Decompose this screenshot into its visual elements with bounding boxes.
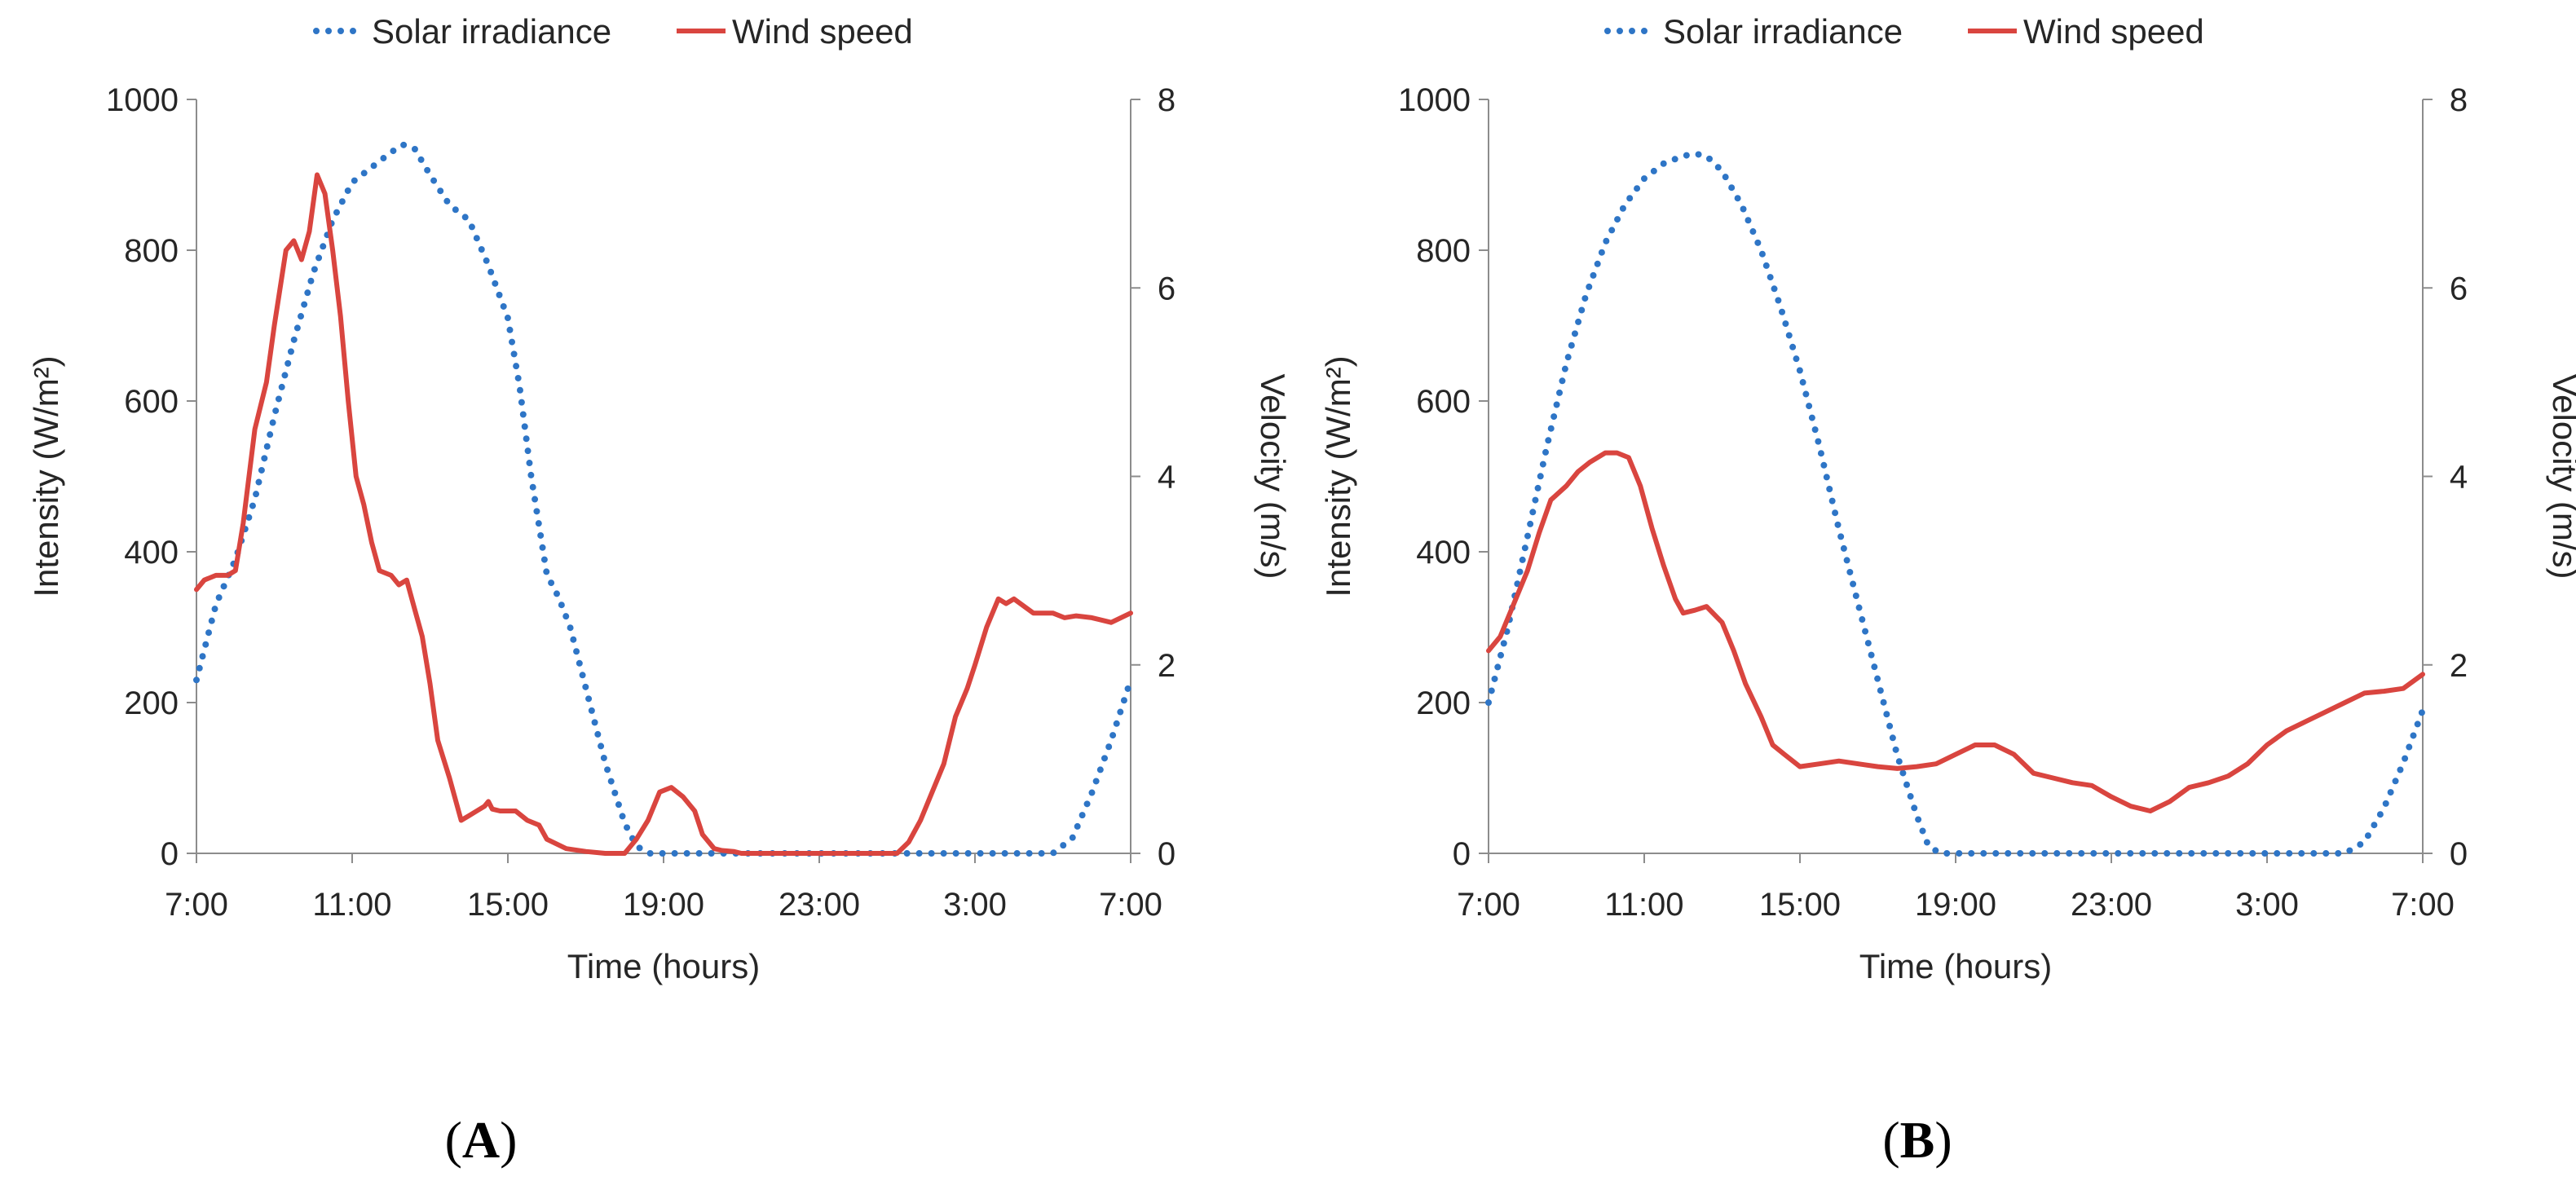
solar-irradiance-line [1485, 150, 2426, 857]
solar-irradiance-line [193, 141, 1134, 857]
panel-label-letter: A [462, 1111, 500, 1169]
legend: Solar irradiance Wind speed [1604, 12, 2204, 51]
panel-label-open-paren: ( [445, 1111, 462, 1169]
x-tick-label: 7:00 [2391, 887, 2455, 923]
x-tick-label: 7:00 [1457, 887, 1520, 923]
left-y-tick-label: 1000 [1398, 82, 1471, 118]
right-y-axis-title: Velocity (m/s) [2546, 373, 2576, 579]
chart-panel-a: 0 200 400 600 800 1000 0 2 4 6 8 7:00 11:00 15:00 19:0… [27, 12, 1292, 1169]
left-y-tick-label: 800 [1416, 233, 1471, 269]
x-tick-label: 7:00 [165, 887, 228, 923]
panel-label-close-paren: ) [1934, 1111, 1952, 1169]
left-y-axis-title: Intensity (W/m²) [27, 355, 65, 597]
right-y-tick-label: 2 [2450, 648, 2468, 684]
legend-solar-label: Solar irradiance [372, 12, 611, 51]
x-tick-label: 11:00 [312, 887, 391, 923]
panel-label: (A) [445, 1111, 518, 1169]
panel-label-open-paren: ( [1882, 1111, 1899, 1169]
right-y-tick-label: 4 [1158, 460, 1176, 496]
left-y-tick-label: 200 [1416, 685, 1471, 721]
x-tick-label: 15:00 [467, 887, 549, 923]
legend-wind-label: Wind speed [2023, 12, 2204, 51]
wind-speed-series [194, 172, 1133, 856]
x-tick-label: 11:00 [1604, 887, 1683, 923]
left-y-tick-label: 0 [161, 836, 179, 872]
solar-irradiance-series [193, 141, 1134, 857]
x-axis-title: Time (hours) [1859, 947, 2052, 985]
x-axis-title: Time (hours) [567, 947, 760, 985]
left-y-tick-label: 600 [1416, 384, 1471, 420]
left-y-tick-label: 200 [124, 685, 179, 721]
left-y-tick-label: 400 [124, 535, 179, 571]
left-y-axis-title: Intensity (W/m²) [1319, 355, 1357, 597]
right-y-tick-label: 6 [2450, 271, 2468, 306]
left-y-tick-label: 800 [124, 233, 179, 269]
wind-speed-line [194, 172, 1133, 856]
x-tick-label: 7:00 [1099, 887, 1162, 923]
panel-label: (B) [1882, 1111, 1952, 1169]
x-tick-label: 15:00 [1759, 887, 1841, 923]
x-tick-label: 3:00 [943, 887, 1007, 923]
left-y-tick-label: 600 [124, 384, 179, 420]
right-y-tick-label: 8 [1158, 82, 1176, 118]
x-tick-label: 23:00 [779, 887, 860, 923]
panel-label-letter: B [1900, 1111, 1935, 1169]
x-tick-label: 19:00 [1915, 887, 1996, 923]
left-y-tick-label: 0 [1453, 836, 1471, 872]
panel-label-close-paren: ) [500, 1111, 517, 1169]
solar-irradiance-series [1485, 150, 2426, 857]
right-y-tick-label: 4 [2450, 460, 2468, 496]
x-tick-label: 19:00 [623, 887, 704, 923]
x-tick-label: 3:00 [2235, 887, 2299, 923]
legend-solar-label: Solar irradiance [1663, 12, 1903, 51]
left-y-tick-label: 400 [1416, 535, 1471, 571]
legend-wind-label: Wind speed [732, 12, 913, 51]
right-y-axis-title: Velocity (m/s) [1254, 373, 1292, 579]
right-y-tick-label: 0 [1158, 836, 1176, 872]
left-y-tick-label: 1000 [106, 82, 179, 118]
right-y-tick-label: 8 [2450, 82, 2468, 118]
right-y-tick-label: 0 [2450, 836, 2468, 872]
wind-speed-series [1486, 450, 2425, 813]
right-y-tick-label: 6 [1158, 271, 1176, 306]
wind-speed-line [1486, 450, 2425, 813]
legend: Solar irradiance Wind speed [313, 12, 913, 51]
x-tick-label: 23:00 [2071, 887, 2152, 923]
right-y-tick-label: 2 [1158, 648, 1176, 684]
chart-panel-b: 0 200 400 600 800 1000 0 2 4 6 8 7:00 11:00 15:00 19:0… [1319, 12, 2576, 1169]
